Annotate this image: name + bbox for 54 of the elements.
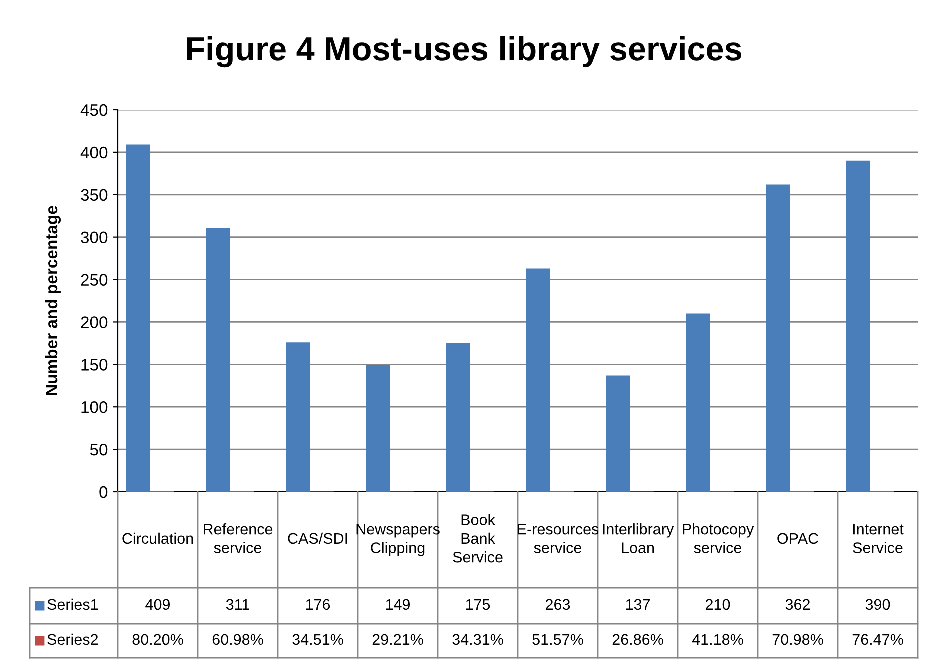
- data-label: 34.51%: [292, 634, 344, 646]
- x-tick-label: Internet Service: [853, 524, 904, 554]
- y-tick-label: 250: [81, 274, 108, 286]
- data-label: 76.47%: [852, 634, 904, 646]
- y-tick-label: 300: [81, 232, 108, 244]
- bar: [446, 343, 470, 492]
- y-tick-label: 0: [100, 486, 108, 498]
- x-tick-label: Photocopy service: [683, 524, 754, 554]
- data-label: 362: [786, 599, 810, 610]
- x-tick-label: CAS/SDI: [288, 532, 348, 544]
- data-label: 51.57%: [532, 634, 584, 646]
- data-label: 137: [626, 599, 650, 610]
- x-tick-label: Book Bank Service: [453, 514, 503, 563]
- x-tick-label: Circulation: [122, 532, 194, 544]
- chart-title: Figure 4 Most-uses library services: [187, 36, 742, 68]
- bar: [126, 144, 150, 492]
- y-tick-label: 450: [80, 104, 108, 116]
- bar: [846, 160, 870, 492]
- y-tick-label: 400: [80, 146, 108, 159]
- x-tick-label: E-resources service: [518, 524, 599, 554]
- y-tick-label: 350: [81, 189, 108, 202]
- y-tick-label: 200: [81, 316, 108, 328]
- data-label: 70.98%: [772, 634, 824, 646]
- data-label: 26.86%: [612, 634, 664, 646]
- data-label: 60.98%: [212, 634, 264, 646]
- y-tick-label: 150: [82, 359, 108, 371]
- bar: [526, 268, 550, 492]
- y-tick-label: 50: [90, 444, 108, 456]
- data-label: 175: [466, 599, 490, 610]
- data-label: 390: [866, 599, 890, 610]
- bar: [766, 184, 790, 492]
- bar: [686, 314, 710, 492]
- x-tick-label: Newspapers Clipping: [356, 524, 440, 556]
- data-label: 409: [146, 599, 170, 610]
- data-label: 149: [386, 599, 410, 610]
- x-tick-label: Reference service: [204, 524, 273, 554]
- data-label: 176: [306, 599, 330, 610]
- legend-label: Series1: [48, 598, 98, 610]
- bar: [206, 228, 230, 492]
- legend-label: Series2: [48, 634, 98, 646]
- data-label: 80.20%: [132, 634, 184, 646]
- data-label: 210: [706, 599, 730, 610]
- data-label: 34.31%: [452, 634, 504, 646]
- bar: [286, 342, 310, 492]
- bar: [606, 376, 630, 492]
- y-axis-title: Number and percentage: [45, 206, 62, 396]
- y-tick-label: 100: [82, 402, 108, 414]
- data-label: 263: [546, 599, 570, 610]
- data-label: 29.21%: [372, 634, 424, 646]
- bar: [366, 366, 390, 492]
- data-label: 311: [226, 599, 250, 610]
- x-tick-label: Interlibrary Loan: [603, 524, 674, 554]
- x-tick-label: OPAC: [778, 533, 818, 544]
- data-label: 41.18%: [692, 634, 744, 646]
